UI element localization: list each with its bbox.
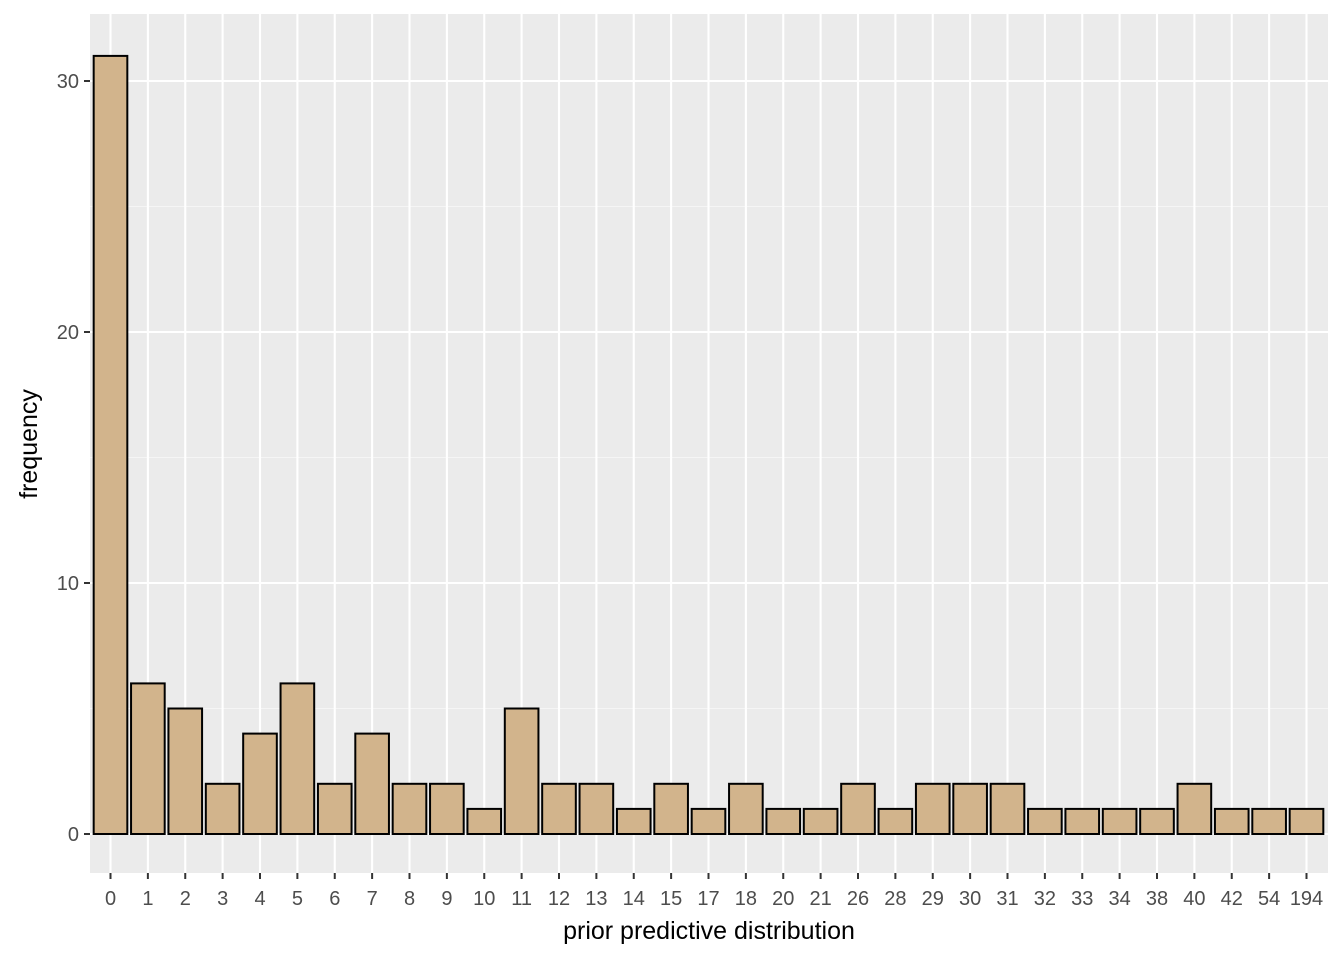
x-tick-label: 15 bbox=[660, 888, 682, 910]
x-tick-label: 3 bbox=[217, 888, 228, 910]
bar-12 bbox=[541, 782, 577, 835]
x-tick-label: 194 bbox=[1290, 888, 1323, 910]
x-tick-label: 0 bbox=[105, 888, 116, 910]
x-tick-label: 4 bbox=[254, 888, 265, 910]
x-tick-label: 32 bbox=[1034, 888, 1056, 910]
bar-42 bbox=[1213, 807, 1250, 836]
x-tick-label: 29 bbox=[922, 888, 944, 910]
x-tick-label: 7 bbox=[367, 888, 378, 910]
bar-30 bbox=[952, 782, 988, 835]
x-tick-label: 28 bbox=[884, 888, 906, 910]
bar-38 bbox=[1139, 807, 1175, 836]
x-axis: 0 1 2 3 4 5 6 7 8 9 10 11 12 13 14 15 17 18 20 21 26 28 29 30 31… bbox=[105, 873, 1323, 910]
x-tick-label: 54 bbox=[1258, 888, 1280, 910]
x-tick-label: 1 bbox=[142, 888, 153, 910]
x-tick-label: 20 bbox=[772, 888, 794, 910]
x-tick-label: 33 bbox=[1071, 888, 1093, 910]
bar-54 bbox=[1251, 807, 1287, 836]
x-tick-label: 6 bbox=[329, 888, 340, 910]
bar-34 bbox=[1101, 807, 1138, 836]
bar-33 bbox=[1064, 807, 1101, 836]
bar-21 bbox=[802, 807, 839, 836]
x-tick-label: 40 bbox=[1183, 888, 1205, 910]
bar-14 bbox=[615, 807, 652, 836]
bar-9 bbox=[429, 782, 465, 835]
x-tick-label: 5 bbox=[292, 888, 303, 910]
bar-3 bbox=[204, 782, 241, 835]
y-axis-title: frequency bbox=[15, 389, 43, 499]
bar-13 bbox=[578, 782, 615, 835]
bar-29 bbox=[914, 782, 951, 835]
bar-2 bbox=[167, 707, 204, 835]
bar-31 bbox=[989, 782, 1026, 835]
bar-32 bbox=[1027, 807, 1063, 836]
x-tick-label: 21 bbox=[810, 888, 832, 910]
bar-8 bbox=[391, 782, 428, 835]
x-tick-label: 12 bbox=[548, 888, 570, 910]
bar-194 bbox=[1288, 807, 1325, 836]
x-tick-label: 30 bbox=[959, 888, 981, 910]
bar-10 bbox=[466, 807, 503, 836]
bars bbox=[92, 54, 1325, 836]
bar-28 bbox=[877, 807, 914, 836]
bar-6 bbox=[316, 782, 353, 835]
bar-5 bbox=[279, 682, 316, 836]
x-tick-label: 26 bbox=[847, 888, 869, 910]
x-tick-label: 10 bbox=[473, 888, 495, 910]
x-tick-label: 11 bbox=[511, 888, 532, 910]
x-tick-label: 8 bbox=[404, 888, 415, 910]
x-tick-label: 14 bbox=[623, 888, 645, 910]
x-tick-label: 13 bbox=[585, 888, 607, 910]
x-tick-label: 38 bbox=[1146, 888, 1168, 910]
bar-18 bbox=[728, 782, 764, 835]
x-axis-title: prior predictive distribution bbox=[563, 917, 855, 945]
bar-26 bbox=[840, 782, 876, 835]
x-tick-label: 42 bbox=[1221, 888, 1243, 910]
y-tick-label: 0 bbox=[68, 824, 79, 846]
bar-1 bbox=[130, 682, 166, 836]
bar-20 bbox=[765, 807, 802, 836]
bar-7 bbox=[354, 732, 390, 835]
y-axis: 0 10 20 30 bbox=[57, 71, 90, 846]
bar-0 bbox=[92, 54, 129, 835]
bar-17 bbox=[690, 807, 727, 836]
x-tick-label: 9 bbox=[441, 888, 452, 910]
y-tick-label: 30 bbox=[57, 71, 79, 93]
bar-40 bbox=[1176, 782, 1213, 835]
x-tick-label: 17 bbox=[697, 888, 719, 910]
bar-4 bbox=[242, 732, 278, 835]
bar-11 bbox=[503, 707, 540, 835]
x-tick-label: 18 bbox=[735, 888, 757, 910]
y-tick-label: 10 bbox=[57, 573, 79, 595]
x-tick-label: 31 bbox=[996, 888, 1018, 910]
x-tick-label: 2 bbox=[180, 888, 191, 910]
x-tick-label: 34 bbox=[1109, 888, 1131, 910]
y-tick-label: 20 bbox=[57, 322, 79, 344]
major-gridlines bbox=[90, 14, 1328, 873]
bar-15 bbox=[653, 782, 689, 835]
